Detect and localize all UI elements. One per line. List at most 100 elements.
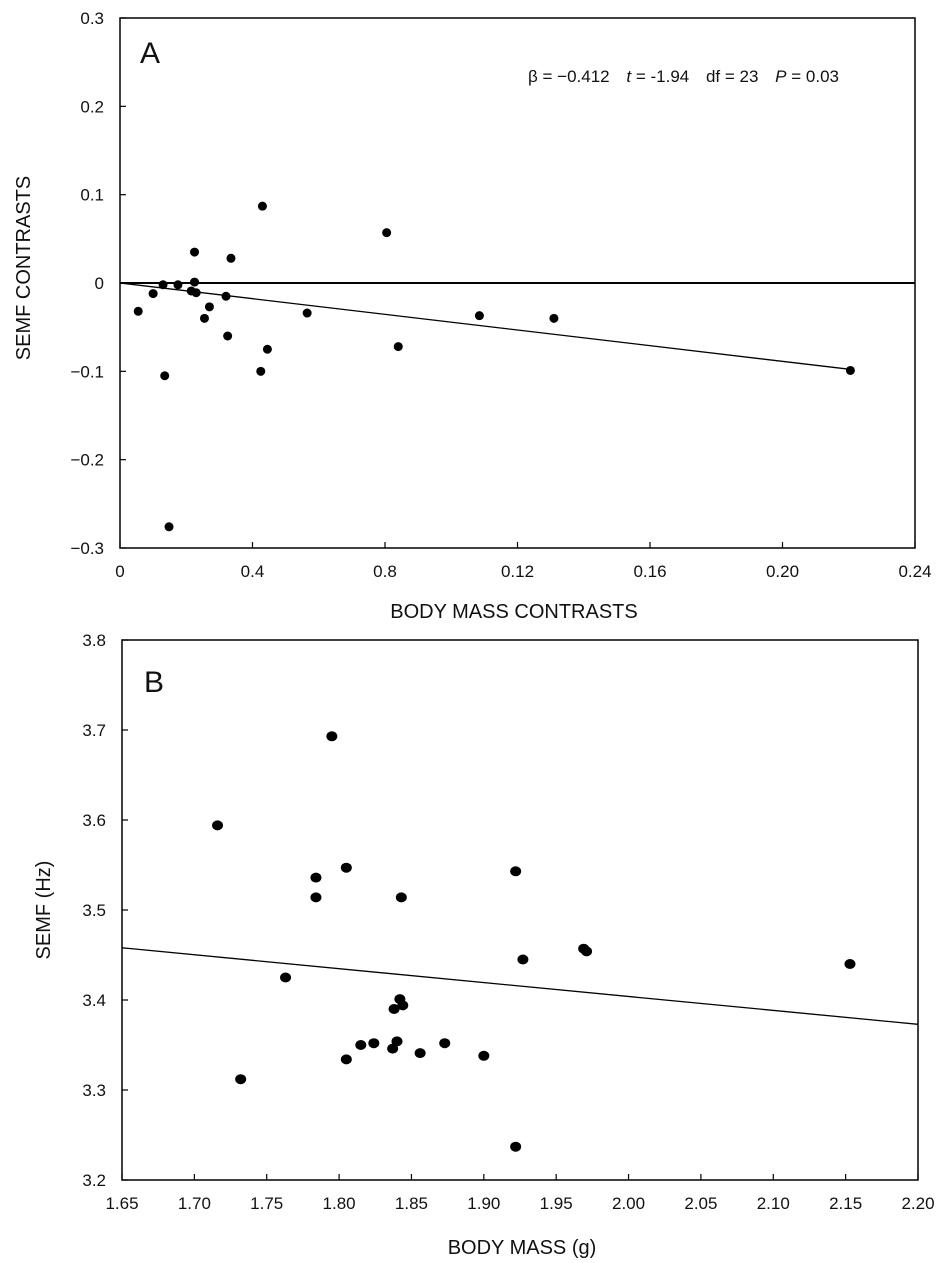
data-point xyxy=(326,731,338,742)
x-tick-label: 2.20 xyxy=(901,1194,934,1213)
data-point xyxy=(226,253,236,263)
data-point xyxy=(340,862,352,873)
stat-p-value: = 0.03 xyxy=(791,67,839,86)
data-point xyxy=(190,247,200,257)
data-point xyxy=(368,1038,380,1049)
data-point xyxy=(257,201,267,211)
x-tick-label: 1.90 xyxy=(467,1194,500,1213)
panel-b-x-axis-title: BODY MASS (g) xyxy=(448,1237,597,1259)
panel-a-stats: β = −0.412 t = -1.94 df = 23 P = 0.03 xyxy=(528,67,839,86)
y-tick-label: −0.3 xyxy=(70,539,104,558)
y-tick-label: 3.2 xyxy=(82,1171,106,1190)
panel-b-y-axis: 3.8 3.7 3.6 3.5 3.4 3.3 3.2 xyxy=(82,631,128,1190)
data-point xyxy=(310,872,322,883)
data-point xyxy=(164,522,174,532)
x-tick-label: 0.4 xyxy=(241,562,265,581)
y-tick-label: 3.4 xyxy=(82,991,106,1010)
stat-p-symbol: P xyxy=(775,67,787,86)
data-point xyxy=(414,1048,426,1059)
panel-b-letter: B xyxy=(144,666,164,699)
x-tick-label: 2.00 xyxy=(612,1194,645,1213)
y-tick-label: −0.2 xyxy=(70,451,104,470)
x-tick-label: 0.20 xyxy=(766,562,799,581)
x-tick-label: 0.16 xyxy=(633,562,666,581)
data-point xyxy=(148,289,158,299)
data-point xyxy=(212,820,224,831)
x-tick-label: 0.24 xyxy=(898,562,931,581)
panel-a-points xyxy=(133,201,855,532)
x-tick-label: 1.85 xyxy=(395,1194,428,1213)
y-tick-label: −0.1 xyxy=(70,362,104,381)
data-point xyxy=(388,1004,400,1014)
data-point xyxy=(223,331,233,341)
data-point xyxy=(478,1050,490,1061)
x-tick-label: 0.8 xyxy=(373,562,397,581)
data-point xyxy=(190,277,200,287)
y-tick-label: 3.3 xyxy=(82,1081,106,1100)
data-point xyxy=(256,366,266,376)
panel-a-x-axis: 0 0.4 0.8 0.12 0.16 0.20 0.24 xyxy=(115,542,932,581)
y-tick-label: 0.2 xyxy=(80,97,104,116)
data-point xyxy=(517,954,529,965)
x-tick-label: 2.05 xyxy=(684,1194,717,1213)
y-tick-label: 3.8 xyxy=(82,631,106,650)
y-tick-label: 0 xyxy=(95,274,104,293)
panel-a: 0.3 0.2 0.1 0 −0.1 −0.2 −0.3 0 0.4 0.8 0.12 0.16 0.… xyxy=(13,9,932,623)
data-point xyxy=(280,972,292,983)
data-point xyxy=(302,308,312,318)
data-point xyxy=(191,288,201,298)
data-point xyxy=(581,946,593,957)
y-tick-label: 0.1 xyxy=(80,186,104,205)
y-tick-label: 0.3 xyxy=(80,9,104,28)
panel-a-regression-line xyxy=(119,282,853,371)
panel-a-y-axis-title: SEMF CONTRASTS xyxy=(13,176,35,360)
x-tick-label: 0 xyxy=(115,562,124,581)
x-tick-label: 2.10 xyxy=(757,1194,790,1213)
data-point xyxy=(355,1040,367,1050)
data-point xyxy=(173,280,183,290)
panel-b: 3.83.73.63.53.43.33.2 1.65 1.70 1.75 1.80 1.… xyxy=(33,631,935,1259)
data-point xyxy=(235,1074,247,1085)
x-tick-label: 2.15 xyxy=(829,1194,862,1213)
data-point xyxy=(133,306,143,316)
panel-b-frame xyxy=(121,639,919,1181)
data-point xyxy=(395,892,407,903)
panel-b-y-axis-title: SEMF (Hz) xyxy=(33,861,55,960)
data-point xyxy=(204,302,214,312)
y-tick-label: 3.7 xyxy=(82,721,106,740)
data-point xyxy=(844,959,856,969)
data-point xyxy=(397,1000,409,1011)
panel-a-x-axis-title: BODY MASS CONTRASTS xyxy=(390,601,637,623)
data-point xyxy=(310,892,322,903)
data-point xyxy=(158,280,168,290)
data-point xyxy=(549,313,559,323)
panel-a-letter: A xyxy=(140,37,160,70)
x-tick-label: 1.65 xyxy=(105,1194,138,1213)
y-tick-label: 3.5 xyxy=(82,901,106,920)
data-point xyxy=(510,866,522,877)
stat-beta: β = −0.412 xyxy=(528,67,610,86)
data-point xyxy=(262,344,272,354)
data-point xyxy=(382,228,392,238)
x-tick-label: 1.95 xyxy=(540,1194,573,1213)
data-point xyxy=(439,1038,451,1049)
panel-a-y-axis: 0.3 0.2 0.1 0 −0.1 −0.2 −0.3 xyxy=(70,9,126,558)
panel-b-points xyxy=(212,731,856,1152)
data-point xyxy=(393,342,403,352)
data-point xyxy=(199,313,209,323)
x-tick-label: 1.80 xyxy=(323,1194,356,1213)
data-point xyxy=(474,311,484,321)
stat-df: df = 23 xyxy=(706,67,758,86)
data-point xyxy=(510,1141,522,1152)
y-tick-label: 3.6 xyxy=(82,811,106,830)
panel-b-x-axis: 1.65 1.70 1.75 1.80 1.85 1.90 1.95 2.00 2.05 2.10… xyxy=(105,1174,935,1213)
data-point xyxy=(845,365,855,375)
x-tick-label: 0.12 xyxy=(501,562,534,581)
data-point xyxy=(340,1054,352,1065)
data-point xyxy=(160,371,170,381)
data-point xyxy=(221,291,231,301)
panel-b-regression-line xyxy=(121,947,919,1025)
stat-t-symbol: t xyxy=(626,67,632,86)
stat-t-value: = -1.94 xyxy=(636,67,689,86)
